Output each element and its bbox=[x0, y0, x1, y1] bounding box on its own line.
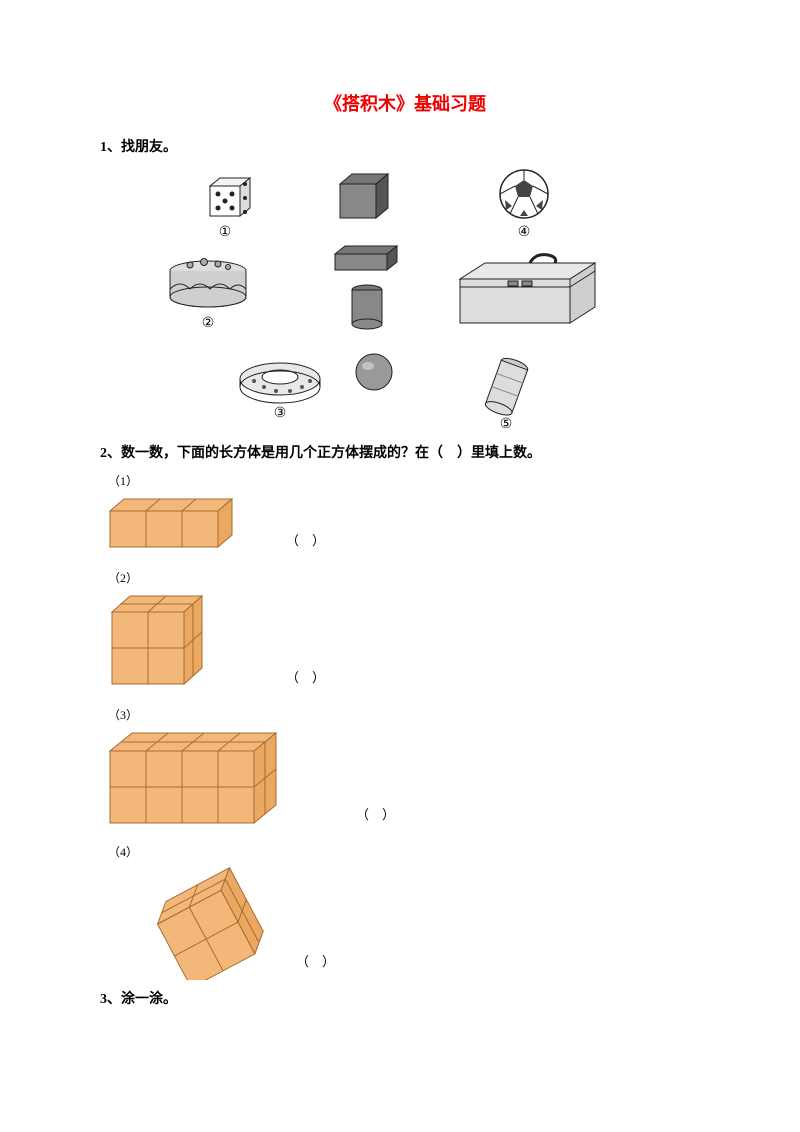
q1-figure: ① ④ bbox=[130, 164, 710, 434]
q2-item-3-label: （3） bbox=[108, 706, 710, 723]
label-1: ① bbox=[219, 225, 232, 240]
q2-item-4-blank: （ ） bbox=[296, 951, 335, 970]
q2-item-1-blank: （ ） bbox=[286, 530, 325, 549]
question-2-label: 2、数一数，下面的长方体是用几个正方体摆成的？在（ ）里填上数。 bbox=[100, 442, 710, 462]
q2-item-2-label: （2） bbox=[108, 569, 710, 586]
q2-item-2-blank: （ ） bbox=[286, 667, 325, 686]
question-1-label: 1、找朋友。 bbox=[100, 136, 710, 156]
label-5: ⑤ bbox=[500, 417, 513, 432]
q2-fig-3 bbox=[100, 723, 340, 833]
question-3-label: 3、涂一涂。 bbox=[100, 988, 710, 1008]
q2-fig-1 bbox=[100, 489, 270, 559]
q2-item-1-label: （1） bbox=[108, 472, 710, 489]
q2-fig-4 bbox=[100, 860, 280, 980]
page-title: 《搭积木》基础习题 bbox=[100, 90, 710, 116]
q2-item-4-label: （4） bbox=[108, 843, 710, 860]
label-3: ③ bbox=[274, 406, 287, 421]
label-2: ② bbox=[202, 316, 215, 331]
label-4: ④ bbox=[518, 225, 531, 240]
q2-item-3-blank: （ ） bbox=[356, 804, 395, 823]
q2-fig-2 bbox=[100, 586, 270, 696]
